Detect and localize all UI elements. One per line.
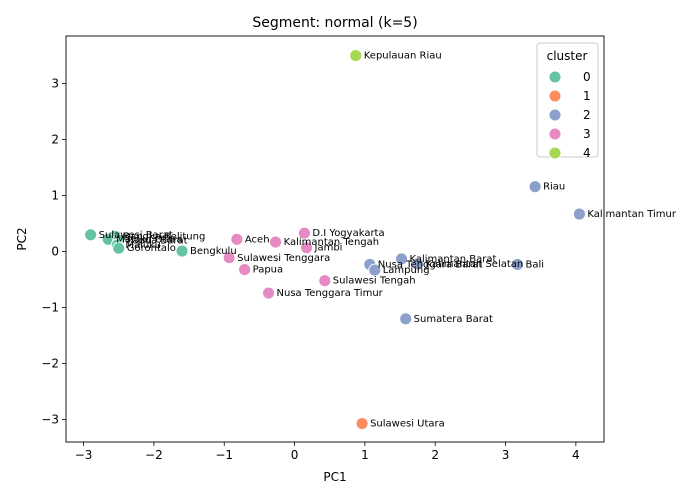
data-point-kepulauan-riau [349, 49, 363, 63]
data-point-gorontalo [112, 241, 126, 255]
point-label: Lampung [383, 265, 430, 276]
point-label: Gorontalo [127, 243, 176, 254]
y-tick-label: 1 [51, 189, 59, 203]
data-point-papua [238, 263, 252, 276]
point-label: D.I Yogyakarta [312, 228, 384, 239]
data-point-sumatera-barat [399, 312, 413, 326]
data-point-kalimantan-timur [572, 207, 586, 221]
legend-marker [548, 108, 562, 122]
data-point-d-i-yogyakarta [297, 226, 311, 240]
x-tick-label: −1 [215, 448, 233, 462]
point-label: Sulawesi Tenggara [237, 253, 330, 264]
point-label: Sulawesi Utara [370, 419, 445, 430]
x-axis-label: PC1 [323, 470, 346, 484]
x-tick-label: 0 [291, 448, 299, 462]
x-tick-label: −3 [75, 448, 93, 462]
point-label: Nusa Tenggara Timur [277, 288, 384, 299]
data-point-kalimantan-tengah [269, 235, 283, 249]
data-point-riau [528, 180, 542, 194]
point-label: Kalimantan Barat [409, 254, 496, 265]
point-label: Jambi [314, 243, 343, 254]
x-tick-label: −2 [145, 448, 163, 462]
legend-label: 2 [583, 108, 591, 122]
y-axis-label: PC2 [15, 227, 29, 250]
data-point-aceh [230, 232, 244, 246]
point-labels: Kepulauan Riau Riau Kalimantan Timur Sulawe… [99, 51, 677, 430]
data-point-kalimantan-barat [395, 252, 408, 266]
point-label: Papua Barat [127, 235, 188, 246]
x-tick-label: 4 [572, 448, 580, 462]
x-tick-label: 2 [431, 448, 439, 462]
data-point-nusa-tenggara-timur [262, 286, 275, 300]
point-label: Kepulauan Riau [364, 51, 442, 62]
legend-marker [548, 146, 562, 160]
legend-label: 0 [583, 70, 591, 84]
point-label: Nusa Tenggara Barat [378, 259, 483, 270]
legend-marker [548, 127, 562, 141]
point-label: Bengkulu [190, 246, 237, 257]
legend-label: 1 [583, 89, 591, 103]
data-point-bali [511, 258, 524, 271]
legend-label: 4 [583, 146, 591, 160]
data-point-lampung [368, 263, 382, 277]
point-label: Papua [253, 265, 284, 276]
legend-marker [548, 89, 562, 103]
y-tick-label: −2 [41, 357, 59, 371]
data-point-sulawesi-tenggara [222, 251, 236, 265]
data-point-sulawesi-barat [84, 228, 98, 242]
x-tick-label: 3 [502, 448, 510, 462]
point-label: Maluku [125, 240, 161, 251]
point-label: Kalimantan Selatan [426, 259, 524, 270]
data-point-bengkulu [175, 244, 189, 258]
point-label: Kalimantan Timur [587, 209, 676, 220]
point-label: Bali [525, 259, 544, 270]
chart-title: Segment: normal (k=5) [252, 15, 417, 31]
point-label: Maluku Utara [116, 234, 182, 245]
legend-label: 3 [583, 127, 591, 141]
legend-marker [548, 70, 562, 84]
data-point-sulawesi-tengah [318, 274, 332, 288]
y-tick-label: −1 [41, 301, 59, 315]
y-tick-label: 2 [51, 133, 59, 147]
y-tick-label: 0 [51, 245, 59, 259]
data-points [84, 49, 586, 430]
point-label: Aceh [245, 234, 270, 245]
x-tick-label: 1 [361, 448, 369, 462]
data-point-kalimantan-selatan [411, 257, 425, 271]
point-label: Kalimantan Tengah [284, 237, 380, 248]
point-label: Sulawesi Barat [99, 230, 173, 241]
point-label: Riau [543, 182, 565, 193]
legend: cluster 0 1 2 3 4 [536, 42, 599, 160]
point-label: Sulawesi Tengah [333, 276, 416, 287]
point-label: Bangka Belitung [123, 231, 205, 242]
point-label: Sumatera Barat [414, 314, 493, 325]
plot-area [65, 35, 605, 443]
data-point-jambi [300, 241, 313, 255]
y-tick-label: 3 [51, 77, 59, 91]
data-point-sulawesi-utara [355, 417, 369, 430]
x-axis-ticks: −3 −2 −1 0 1 2 3 4 [75, 442, 580, 462]
y-axis-ticks: −3 −2 −1 0 1 2 3 [41, 77, 66, 427]
y-tick-label: −3 [41, 413, 59, 427]
legend-title: cluster [547, 49, 588, 63]
